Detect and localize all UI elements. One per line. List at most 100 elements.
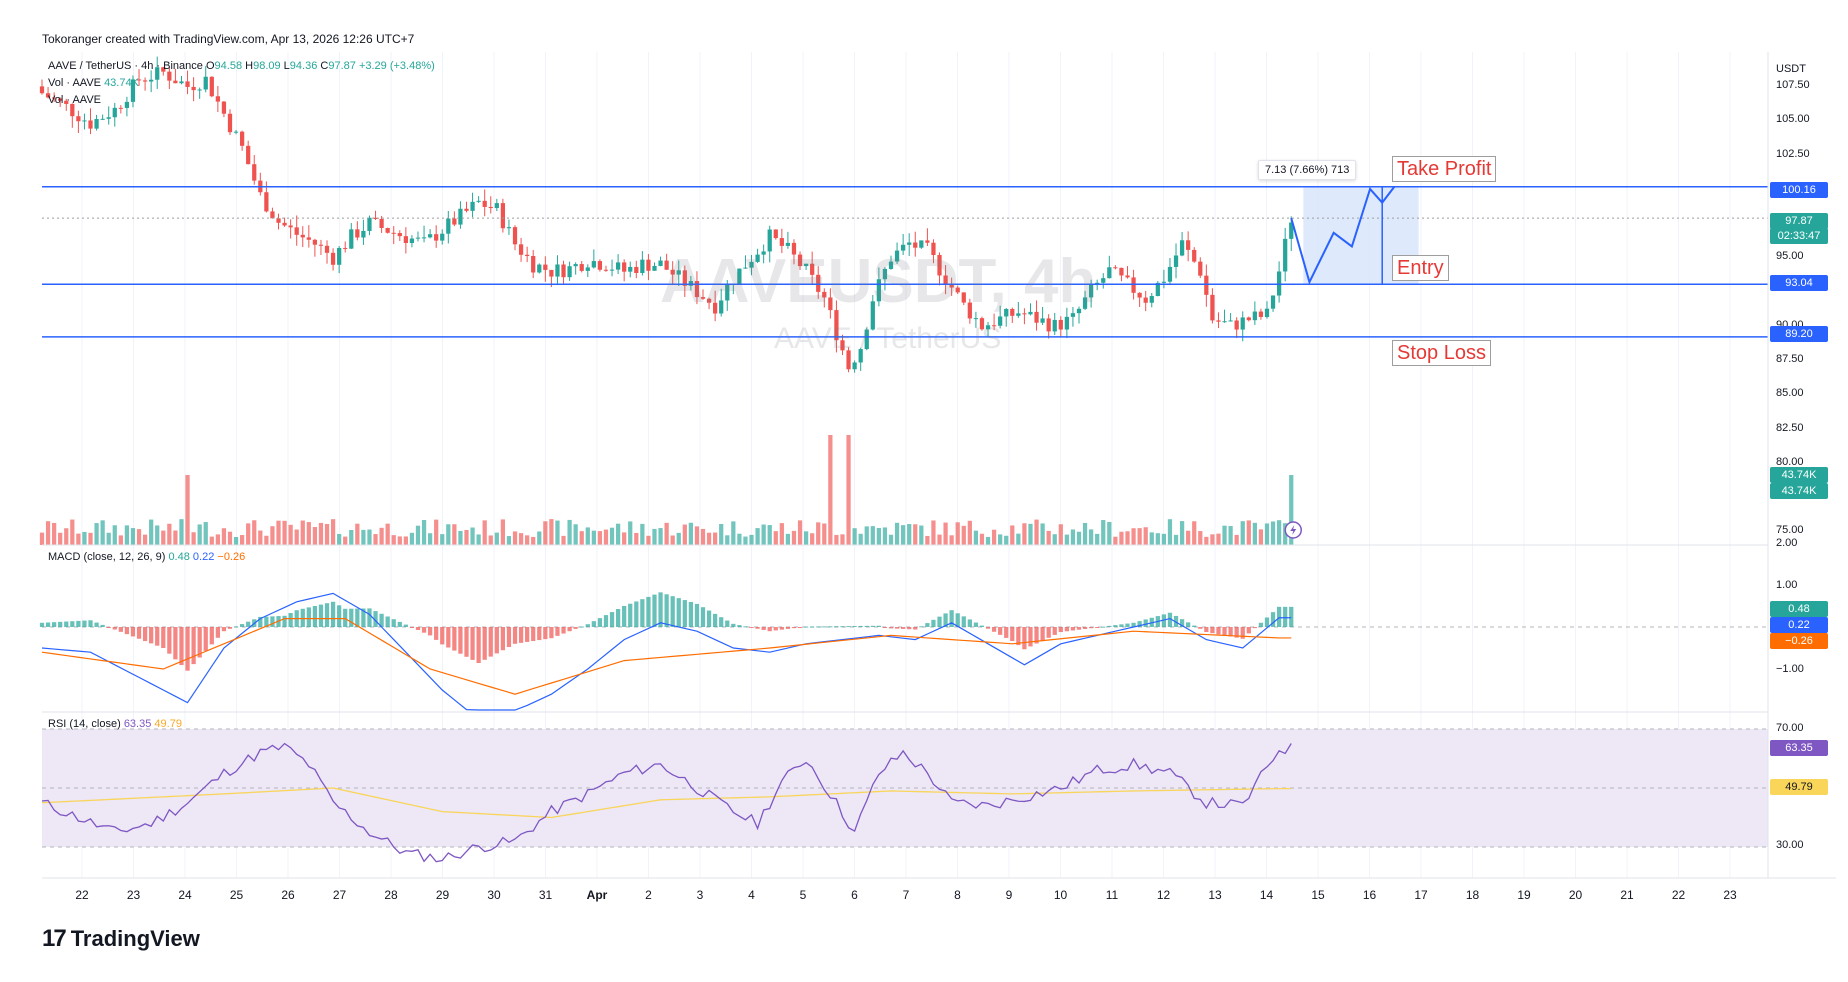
macd-line <box>41 592 1292 711</box>
volume-bar <box>1264 523 1270 545</box>
volume-bar <box>840 534 845 545</box>
macd-signal-value: −0.26 <box>217 551 246 563</box>
candle-body <box>191 86 196 91</box>
volume-bar <box>1082 522 1088 545</box>
macd-hist-bar <box>1082 627 1088 629</box>
volume-legend-2[interactable]: Vol · AAVE <box>48 94 101 106</box>
time-tick: 30 <box>487 888 501 902</box>
candle-body <box>1034 311 1039 323</box>
candle-body <box>264 192 269 212</box>
price-tick: 95.00 <box>1776 250 1804 263</box>
time-tick: 29 <box>435 888 450 902</box>
candle-body <box>591 261 596 268</box>
macd-line-value: 0.22 <box>192 551 215 563</box>
candle-body <box>925 240 930 243</box>
macd-hist-bar <box>609 612 615 627</box>
candle-body <box>1173 255 1179 267</box>
candle-body <box>470 201 475 211</box>
candle-body <box>931 242 936 256</box>
macd-hist-bar <box>682 600 687 627</box>
volume-bar <box>82 531 87 545</box>
macd-hist-bar <box>537 627 542 641</box>
macd-hist-bar <box>446 627 451 648</box>
candle-body <box>755 254 760 262</box>
macd-hist-bar <box>427 627 433 636</box>
volume-bar <box>367 529 372 545</box>
candle-body <box>870 301 875 330</box>
macd-hist-bar <box>385 616 390 627</box>
macd-hist-bar <box>518 627 524 643</box>
volume-bar <box>676 532 681 545</box>
candle-body <box>58 98 63 101</box>
measure-label[interactable]: 7.13 (7.66%) 713 <box>1258 160 1357 180</box>
volume-bar <box>179 519 184 545</box>
volume-bar <box>943 522 948 545</box>
volume-bar <box>876 527 881 545</box>
symbol-legend[interactable]: AAVE / TetherUS · 4h · Binance O94.58 H9… <box>48 60 435 72</box>
macd-hist-bar <box>197 627 202 658</box>
price-tick: 80.00 <box>1776 455 1804 468</box>
tradingview-logo[interactable]: 17 TradingView <box>42 925 200 953</box>
volume-bar <box>585 527 590 545</box>
stop-loss-label[interactable]: Stop Loss <box>1392 340 1491 366</box>
macd-hist-bar <box>379 613 384 627</box>
macd-hist-bar <box>888 627 894 629</box>
candle-body <box>943 275 948 285</box>
candle-body <box>749 261 754 268</box>
macd-hist-bar <box>852 626 857 628</box>
volume-bar <box>1210 534 1215 545</box>
macd-hist-bar <box>694 603 700 627</box>
rsi-legend[interactable]: RSI (14, close) 63.35 49.79 <box>48 718 182 730</box>
volume-bar <box>706 532 712 545</box>
candle-body <box>330 252 336 265</box>
macd-hist-bar <box>725 620 730 627</box>
candle-body <box>1028 311 1033 315</box>
macd-hist-bar <box>1167 612 1173 627</box>
rsi-tick-70: 70.00 <box>1776 722 1804 734</box>
candle-body <box>1125 275 1130 278</box>
volume-bar <box>1161 533 1167 545</box>
volume-bar <box>767 525 772 545</box>
macd-hist-bar <box>1052 627 1057 635</box>
macd-hist-bar <box>1131 622 1136 627</box>
macd-hist-bar <box>100 624 105 627</box>
volume-bar <box>1028 523 1033 545</box>
candle-body <box>1258 311 1264 317</box>
entry-label[interactable]: Entry <box>1392 255 1449 281</box>
macd-hist-bar <box>1119 624 1124 627</box>
candle-body <box>118 107 123 109</box>
volume-legend-1[interactable]: Vol · AAVE 43.74K <box>48 77 139 89</box>
candle-body <box>179 81 184 84</box>
candle-body <box>555 264 560 277</box>
take-profit-label[interactable]: Take Profit <box>1392 156 1497 182</box>
macd-hist-bar <box>676 598 681 627</box>
candle-body <box>197 89 202 91</box>
volume-bar <box>967 520 972 545</box>
macd-hist-bar <box>943 613 948 627</box>
candle-body <box>967 302 972 319</box>
candle-body <box>106 117 111 119</box>
price-tick: 102.50 <box>1776 147 1810 160</box>
macd-hist-bar <box>246 621 251 627</box>
macd-legend[interactable]: MACD (close, 12, 26, 9) 0.48 0.22 −0.26 <box>48 551 246 563</box>
volume-bar <box>543 521 548 545</box>
candle-body <box>52 97 57 99</box>
volume-bar <box>1204 536 1209 545</box>
candle-body <box>803 263 809 267</box>
volume-bar <box>1052 534 1057 545</box>
macd-hist-bar <box>1264 617 1270 627</box>
macd-hist-bar <box>525 627 530 642</box>
volume-bar <box>239 535 245 545</box>
projection-path <box>1290 186 1396 285</box>
macd-hist-bar <box>834 626 839 628</box>
volume-bar <box>330 519 336 545</box>
macd-hist-bar <box>749 627 754 628</box>
candle-body <box>1064 316 1069 330</box>
volume-bar <box>700 528 706 545</box>
macd-hist-bar <box>1113 625 1118 627</box>
price-tick: 85.00 <box>1776 387 1804 400</box>
volume-bar <box>1125 531 1130 545</box>
macd-hist-bar <box>58 621 63 627</box>
volume-bar <box>609 527 615 545</box>
